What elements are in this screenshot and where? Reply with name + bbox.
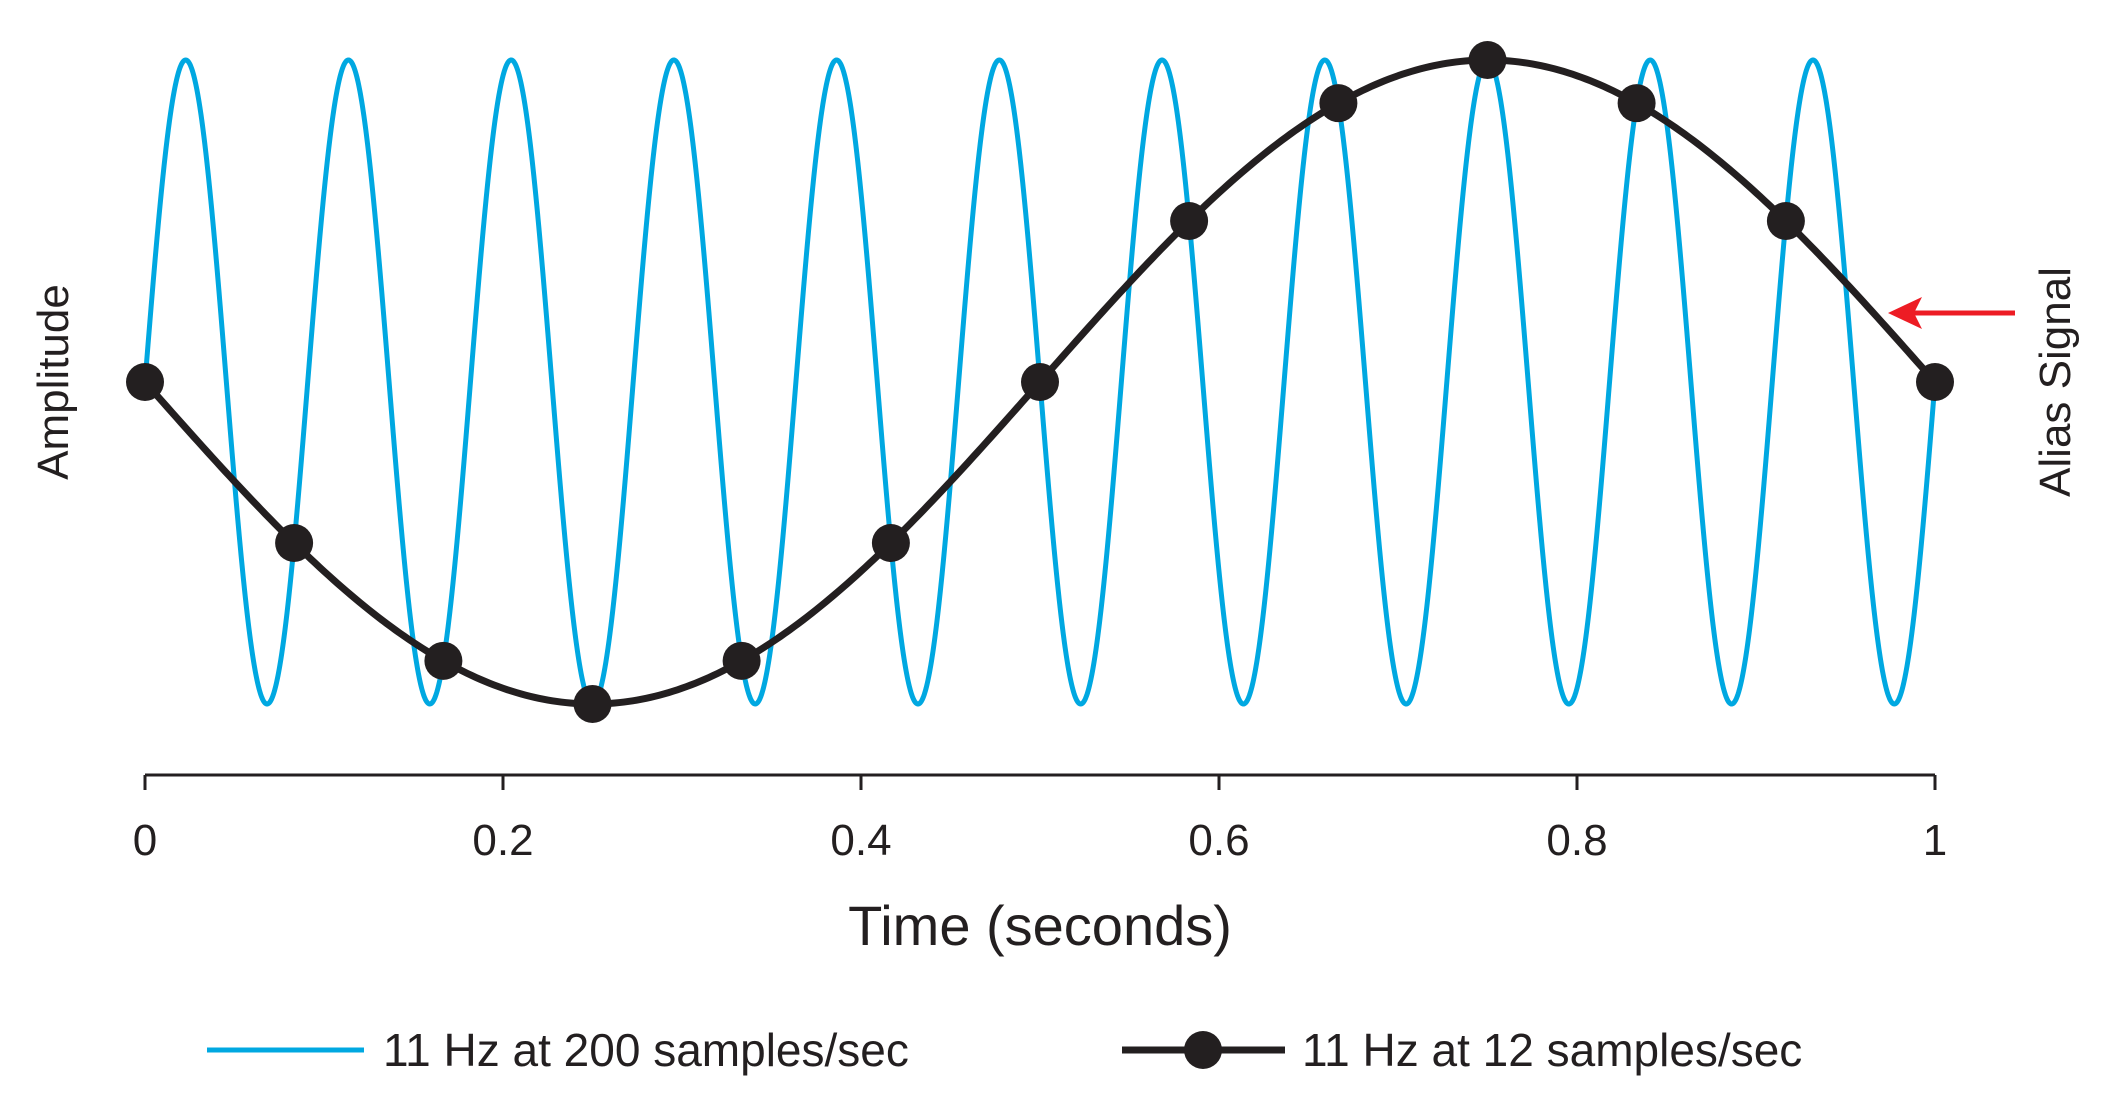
- x-axis-title: Time (seconds): [848, 894, 1232, 957]
- legend-marker-12-samples: [1184, 1031, 1222, 1069]
- legend-label-12-samples: 11 Hz at 12 samples/sec: [1302, 1024, 1802, 1076]
- data-point-marker: [126, 363, 164, 401]
- alias-signal-annotation: Alias Signal: [1888, 267, 2080, 497]
- x-tick-label: 0.8: [1546, 816, 1607, 865]
- data-point-marker: [275, 524, 314, 562]
- alias-signal-arrowhead: [1888, 297, 1922, 329]
- data-point-marker: [1766, 202, 1805, 240]
- x-tick-label: 0: [133, 816, 157, 865]
- series-12-samples-markers: [126, 41, 1954, 723]
- alias-signal-label: Alias Signal: [2031, 267, 2080, 497]
- x-tick-label: 0.4: [830, 816, 891, 865]
- x-axis-ticks: 0 0.2 0.4 0.6 0.8 1: [133, 775, 1947, 865]
- x-tick-label: 0.2: [472, 816, 533, 865]
- data-point-marker: [1021, 363, 1059, 401]
- data-point-marker: [424, 641, 463, 680]
- data-point-marker: [1916, 363, 1954, 401]
- data-point-marker: [1617, 84, 1656, 123]
- data-point-marker: [722, 641, 761, 680]
- legend: 11 Hz at 200 samples/sec 11 Hz at 12 sam…: [207, 1024, 1802, 1076]
- data-point-marker: [573, 685, 612, 723]
- data-point-marker: [871, 524, 910, 562]
- data-point-marker: [1468, 41, 1507, 79]
- data-point-marker: [1319, 84, 1358, 123]
- x-tick-label: 1: [1923, 816, 1947, 865]
- y-axis-title: Amplitude: [29, 284, 78, 480]
- data-point-marker: [1170, 202, 1209, 240]
- x-tick-label: 0.6: [1188, 816, 1249, 865]
- legend-label-200-samples: 11 Hz at 200 samples/sec: [383, 1024, 909, 1076]
